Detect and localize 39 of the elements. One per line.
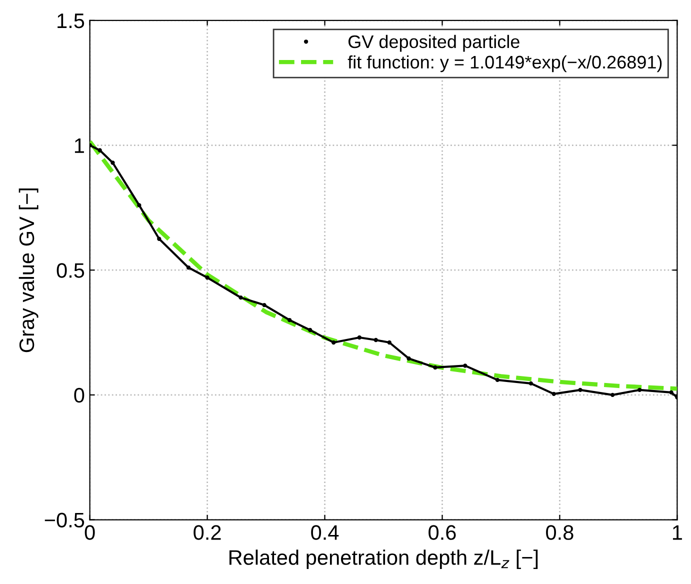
point xyxy=(669,390,674,395)
point xyxy=(308,328,312,332)
y-tick-label: 0 xyxy=(74,388,84,403)
y-tick-label: 1.5 xyxy=(58,14,84,28)
y-tick-label: 0.5 xyxy=(56,263,84,278)
point xyxy=(495,378,500,382)
point xyxy=(331,340,336,345)
point xyxy=(387,340,392,345)
point xyxy=(357,335,362,340)
point xyxy=(463,364,468,368)
point xyxy=(406,356,411,361)
point xyxy=(186,266,191,270)
point xyxy=(110,160,115,165)
point xyxy=(374,338,378,342)
legend-label: GV deposited particle xyxy=(348,34,520,52)
x-tick-label: 0.4 xyxy=(311,525,339,540)
x-tick-label: 1 xyxy=(672,525,682,540)
point xyxy=(638,388,642,392)
point xyxy=(137,203,142,208)
point xyxy=(262,302,266,308)
x-axis-title: Related penetration depth z/L$_{z}$ [−] xyxy=(229,550,538,570)
point xyxy=(578,388,582,392)
point xyxy=(610,392,615,398)
y-tick-label: 1 xyxy=(74,138,84,153)
y-axis-title: Gray value GV [−] xyxy=(18,188,38,352)
point xyxy=(433,365,438,370)
x-tick-label: 0.8 xyxy=(546,525,574,540)
y-tick-label: −0.5 xyxy=(44,512,84,528)
point xyxy=(552,392,556,396)
point xyxy=(287,318,292,322)
point xyxy=(238,295,243,300)
point xyxy=(98,148,102,152)
x-tick-label: 0 xyxy=(84,525,95,540)
legend-label: fit function: y = 1.0149*exp(−x/0.26891) xyxy=(348,55,662,72)
point xyxy=(157,236,162,241)
x-tick-label: 0.6 xyxy=(428,525,456,540)
x-tick-label: 0.2 xyxy=(194,525,221,540)
point xyxy=(205,276,210,280)
point xyxy=(528,381,534,386)
